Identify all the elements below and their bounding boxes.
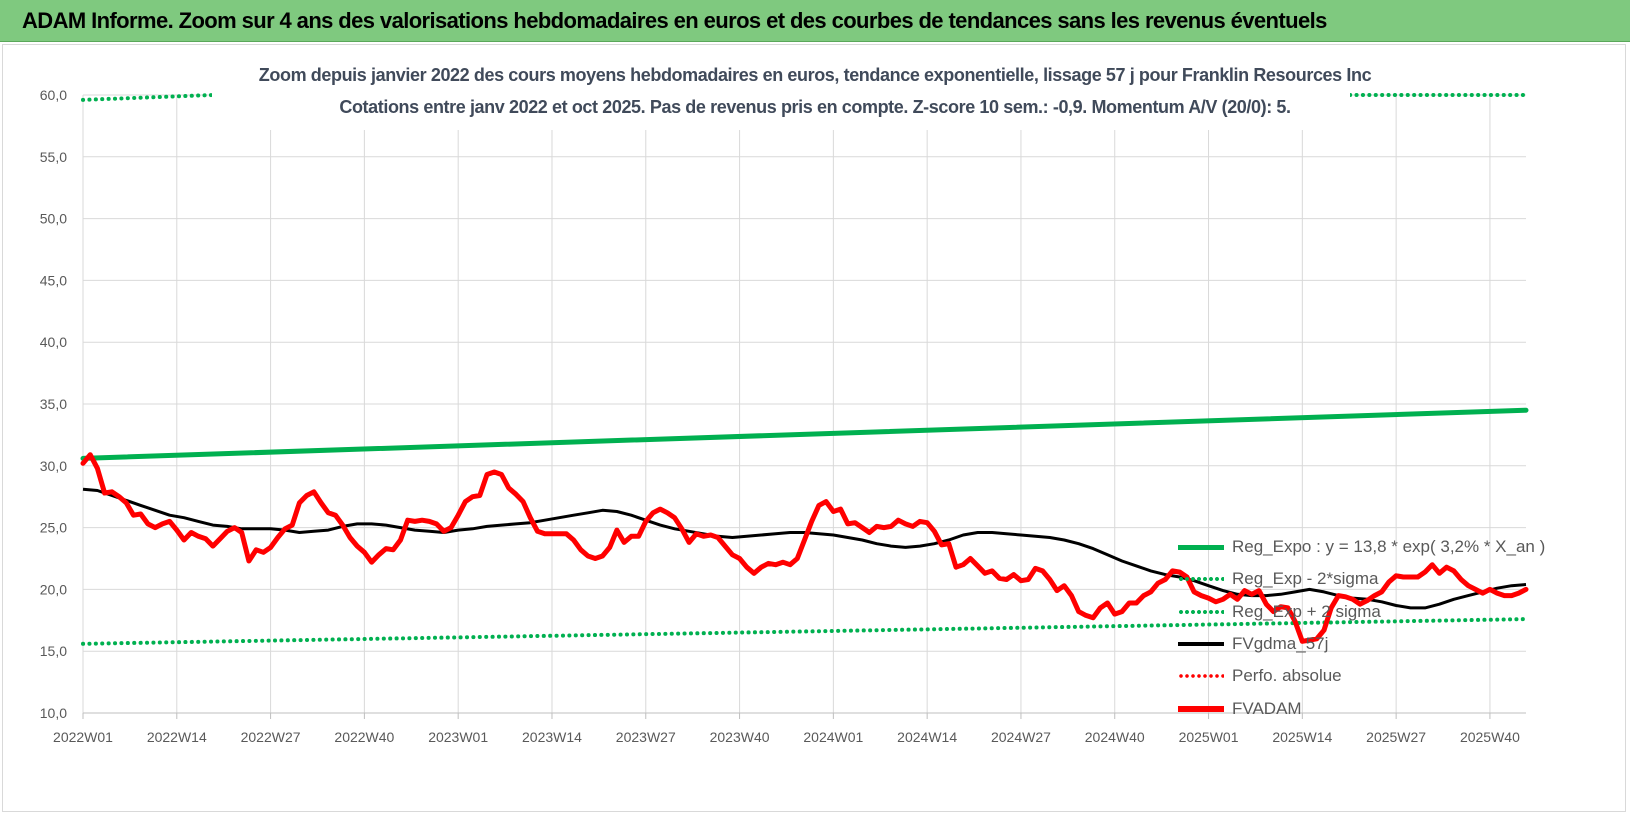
x-tick-label: 2023W40	[710, 729, 770, 745]
series-line-fvadam	[80, 452, 1529, 644]
report-banner: ADAM Informe. Zoom sur 4 ans des valoris…	[0, 0, 1630, 42]
chart-subtitle: Cotations entre janv 2022 et oct 2025. P…	[339, 97, 1291, 117]
legend-swatch	[1178, 638, 1224, 650]
y-tick-label: 45,0	[40, 272, 67, 288]
legend-label: FVgdma_57j	[1232, 634, 1329, 654]
report-title: ADAM Informe. Zoom sur 4 ans des valoris…	[22, 7, 1327, 33]
legend-label: Perfo. absolue	[1232, 666, 1342, 686]
x-tick-label: 2022W27	[241, 729, 301, 745]
series-line-fvgdma-57j	[82, 487, 1527, 610]
series-line-reg-exp-2-sigma	[81, 617, 1528, 646]
grid-lines	[82, 94, 1526, 719]
legend-label: Reg_Exp + 2 sigma	[1232, 601, 1381, 621]
legend-item-reg-plus: Reg_Exp + 2 sigma	[1178, 596, 1558, 628]
title-backdrop	[212, 58, 1350, 130]
series-line-reg-expo-y-13-8-exp-3-2-x-an	[80, 407, 1529, 461]
legend-swatch	[1178, 606, 1224, 618]
x-tick-label: 2023W14	[522, 729, 582, 745]
x-tick-label: 2022W40	[334, 729, 394, 745]
legend-label: Reg_Expo : y = 13,8 * exp( 3,2% * X_an )	[1232, 537, 1546, 557]
y-axis-ticks: 10,0 15,0 20,0 25,0 30,0 35,0 40,0 45,0 50,0 55,0…	[40, 87, 67, 721]
chart-title: Zoom depuis janvier 2022 des cours moyen…	[258, 65, 1372, 85]
legend-item-reg-minus: Reg_Exp - 2*sigma	[1178, 563, 1558, 595]
x-tick-label: 2024W14	[897, 729, 957, 745]
chart-frame	[2, 44, 1626, 812]
y-tick-label: 15,0	[40, 643, 67, 659]
y-tick-label: 30,0	[40, 458, 67, 474]
x-tick-label: 2024W40	[1085, 729, 1145, 745]
y-tick-label: 40,0	[40, 334, 67, 350]
y-tick-label: 35,0	[40, 396, 67, 412]
x-axis-ticks: 2022W01 2022W14 2022W27 2022W40 2023W01 2023W…	[53, 729, 1520, 745]
y-tick-label: 60,0	[40, 87, 67, 103]
y-tick-label: 55,0	[40, 149, 67, 165]
x-tick-label: 2024W27	[991, 729, 1051, 745]
y-tick-label: 50,0	[40, 211, 67, 227]
legend-swatch	[1178, 703, 1224, 715]
legend-swatch	[1178, 573, 1224, 585]
x-tick-label: 2022W14	[147, 729, 207, 745]
x-tick-label: 2025W27	[1366, 729, 1426, 745]
series-lines	[80, 58, 1529, 646]
x-tick-label: 2023W01	[428, 729, 488, 745]
x-tick-label: 2025W40	[1460, 729, 1520, 745]
legend-swatch	[1178, 541, 1224, 553]
y-tick-label: 20,0	[40, 581, 67, 597]
legend-label: FVADAM	[1232, 698, 1302, 718]
x-tick-label: 2023W27	[616, 729, 676, 745]
x-tick-label: 2025W14	[1272, 729, 1332, 745]
legend-item-fvadam: FVADAM	[1178, 692, 1558, 724]
legend-swatch	[1178, 670, 1224, 682]
x-tick-label: 2022W01	[53, 729, 113, 745]
legend-item-fvgdma: FVgdma_57j	[1178, 628, 1558, 660]
legend-label: Reg_Exp - 2*sigma	[1232, 569, 1379, 589]
y-tick-label: 10,0	[40, 705, 67, 721]
x-tick-label: 2025W01	[1179, 729, 1239, 745]
chart-legend: Reg_Expo : y = 13,8 * exp( 3,2% * X_an )…	[1178, 531, 1558, 725]
y-tick-label: 25,0	[40, 520, 67, 536]
legend-item-perfo: Perfo. absolue	[1178, 660, 1558, 692]
legend-item-reg-expo: Reg_Expo : y = 13,8 * exp( 3,2% * X_an )	[1178, 531, 1558, 563]
x-tick-label: 2024W01	[803, 729, 863, 745]
